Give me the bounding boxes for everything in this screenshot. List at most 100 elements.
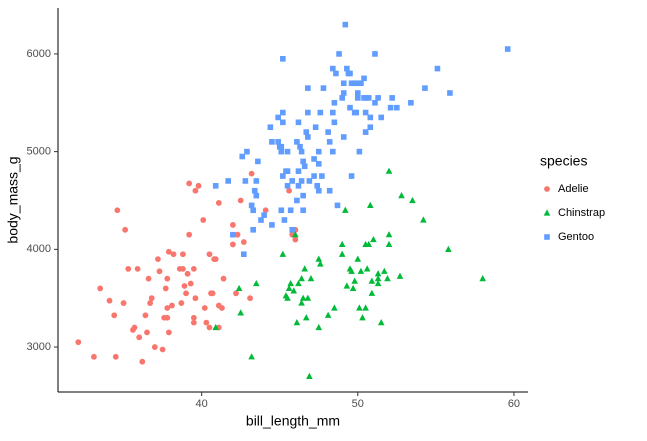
point: [374, 270, 382, 277]
point: [306, 372, 313, 379]
point: [336, 51, 342, 57]
point: [190, 265, 197, 272]
point: [479, 275, 487, 282]
point: [262, 207, 269, 214]
point: [209, 290, 216, 297]
point: [248, 170, 255, 177]
point: [340, 80, 347, 87]
point: [206, 324, 213, 331]
y-axis-title: body_mass_g: [5, 156, 21, 243]
point: [280, 173, 286, 179]
point: [389, 95, 395, 101]
point: [297, 143, 303, 150]
point: [320, 85, 327, 91]
point: [219, 305, 225, 311]
point: [357, 267, 365, 274]
point: [234, 231, 241, 238]
point: [290, 287, 298, 294]
point: [409, 196, 416, 204]
point: [302, 314, 310, 321]
point: [504, 46, 511, 52]
point: [331, 99, 338, 106]
point: [190, 319, 197, 326]
point: [330, 65, 336, 72]
point: [353, 109, 360, 116]
point: [385, 167, 393, 174]
point: [229, 222, 236, 228]
point: [230, 231, 236, 238]
point: [147, 300, 154, 306]
point: [192, 187, 199, 194]
point: [358, 80, 364, 87]
point: [201, 305, 208, 311]
point: [298, 148, 305, 155]
point: [275, 114, 281, 121]
point: [305, 85, 311, 91]
point: [242, 178, 249, 184]
point: [367, 114, 374, 121]
point: [285, 284, 293, 292]
point: [212, 323, 220, 331]
point: [106, 297, 113, 304]
point: [311, 156, 317, 162]
point: [142, 312, 149, 319]
y-tick-label: 4000: [27, 243, 51, 255]
point: [345, 70, 352, 77]
point: [165, 329, 172, 336]
point: [250, 207, 256, 214]
point: [368, 277, 376, 284]
point: [317, 109, 324, 116]
point: [145, 275, 152, 282]
legend-marker: [544, 186, 550, 192]
point: [91, 353, 97, 360]
point: [434, 65, 441, 72]
point: [326, 139, 333, 145]
point: [370, 235, 377, 243]
point: [356, 148, 363, 155]
point: [292, 231, 299, 238]
point: [114, 207, 121, 214]
point: [338, 240, 346, 248]
point: [331, 304, 338, 311]
point: [136, 334, 143, 341]
point: [366, 201, 374, 208]
point: [229, 241, 236, 248]
point: [248, 202, 255, 209]
point: [181, 283, 188, 289]
point: [343, 282, 351, 289]
point: [162, 285, 169, 292]
point: [253, 192, 260, 199]
legend-label: Adelie: [558, 183, 589, 195]
point: [355, 95, 361, 101]
point: [183, 290, 189, 297]
point: [368, 289, 376, 296]
point: [300, 158, 306, 165]
point: [342, 21, 349, 28]
point: [362, 109, 369, 116]
point: [340, 134, 347, 140]
point: [314, 183, 321, 189]
point: [348, 173, 355, 179]
point: [445, 245, 452, 252]
point: [215, 200, 222, 206]
point: [298, 299, 305, 306]
point: [378, 114, 385, 121]
point: [289, 227, 296, 233]
point: [186, 231, 193, 238]
point: [294, 197, 300, 204]
x-tick-label: 60: [508, 398, 520, 410]
point: [367, 124, 374, 131]
point: [349, 284, 357, 292]
point: [269, 139, 275, 145]
point: [190, 314, 197, 321]
point: [161, 314, 168, 321]
point: [355, 80, 361, 87]
point: [315, 323, 323, 331]
point: [267, 124, 274, 131]
point: [122, 226, 129, 233]
point: [363, 265, 371, 272]
point: [287, 279, 294, 287]
point: [239, 153, 246, 160]
point: [330, 148, 336, 155]
